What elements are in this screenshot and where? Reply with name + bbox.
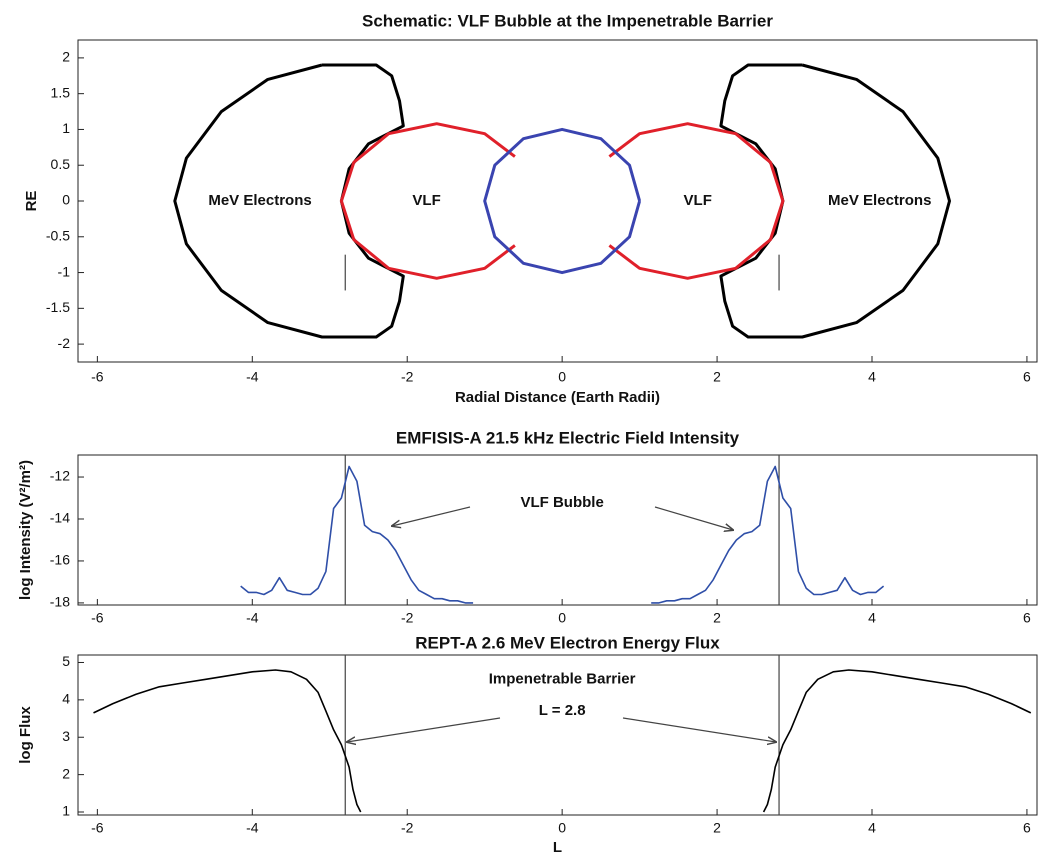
x-tick-label: -6	[91, 610, 104, 626]
x-tick-label: 6	[1023, 369, 1031, 385]
panel: EMFISIS-A 21.5 kHz Electric Field Intens…	[17, 428, 1038, 626]
x-tick-label: 6	[1023, 820, 1031, 836]
data-line	[483, 127, 642, 275]
x-tick-label: 0	[558, 610, 566, 626]
chart-title: EMFISIS-A 21.5 kHz Electric Field Intens…	[396, 428, 740, 447]
y-tick-label: 5	[62, 653, 70, 669]
x-axis-label: Radial Distance (Earth Radii)	[455, 389, 660, 406]
y-tick-label: 1	[62, 803, 70, 819]
x-tick-label: 2	[713, 820, 721, 836]
y-tick-label: -18	[50, 594, 70, 610]
x-tick-label: 6	[1023, 610, 1031, 626]
data-line	[93, 669, 1032, 813]
y-axis-label: log Intensity (V²/m²)	[17, 460, 34, 600]
y-axis-label: log Flux	[17, 706, 34, 764]
chart-title: REPT-A 2.6 MeV Electron Energy Flux	[415, 633, 720, 652]
arrow	[622, 717, 776, 742]
chart-title: Schematic: VLF Bubble at the Impenetrabl…	[362, 11, 773, 30]
data-line	[719, 63, 951, 339]
y-tick-label: -0.5	[46, 227, 70, 243]
annotation: MeV Electrons	[828, 192, 931, 209]
panel: Schematic: VLF Bubble at the Impenetrabl…	[23, 11, 1038, 406]
y-tick-label: 2	[62, 765, 70, 781]
axes-box	[77, 454, 1038, 606]
y-tick-label: -1.5	[46, 299, 70, 315]
x-tick-label: -6	[91, 369, 104, 385]
arrow	[392, 506, 471, 526]
y-tick-label: -12	[50, 468, 70, 484]
x-tick-label: 0	[558, 820, 566, 836]
y-tick-label: -2	[58, 335, 71, 351]
x-tick-label: -2	[401, 369, 414, 385]
annotation: L = 2.8	[539, 702, 586, 719]
y-tick-label: 0.5	[51, 156, 71, 172]
arrow	[347, 717, 501, 742]
x-tick-label: 4	[868, 820, 876, 836]
y-tick-label: 2	[62, 49, 70, 65]
x-tick-label: -6	[91, 820, 104, 836]
x-tick-label: 4	[868, 369, 876, 385]
x-tick-label: -4	[246, 610, 259, 626]
x-tick-label: 2	[713, 610, 721, 626]
x-tick-label: 2	[713, 369, 721, 385]
panel: REPT-A 2.6 MeV Electron Energy Flux Llog …	[17, 633, 1038, 855]
annotation: VLF	[684, 192, 712, 209]
y-tick-label: 3	[62, 728, 70, 744]
arrow	[654, 506, 733, 530]
annotation: MeV Electrons	[208, 192, 311, 209]
x-tick-label: -2	[401, 820, 414, 836]
x-tick-label: -2	[401, 610, 414, 626]
y-tick-label: -1	[58, 263, 71, 279]
y-tick-label: -14	[50, 510, 70, 526]
y-tick-label: 4	[62, 691, 70, 707]
data-line	[608, 122, 785, 280]
x-tick-label: 4	[868, 610, 876, 626]
y-tick-label: -16	[50, 552, 70, 568]
y-tick-label: 1	[62, 120, 70, 136]
y-tick-label: 0	[62, 192, 70, 208]
x-axis-label: L	[553, 839, 562, 855]
data-line	[240, 465, 885, 604]
axes-box	[77, 654, 1038, 816]
data-line	[339, 122, 516, 280]
x-tick-label: -4	[246, 369, 259, 385]
y-axis-label: RE	[23, 191, 40, 212]
annotation: VLF	[412, 192, 440, 209]
data-line	[173, 63, 405, 339]
x-tick-label: 0	[558, 369, 566, 385]
y-tick-label: 1.5	[51, 84, 71, 100]
annotation: VLF Bubble	[520, 494, 603, 511]
annotation: Impenetrable Barrier	[489, 670, 636, 687]
x-tick-label: -4	[246, 820, 259, 836]
